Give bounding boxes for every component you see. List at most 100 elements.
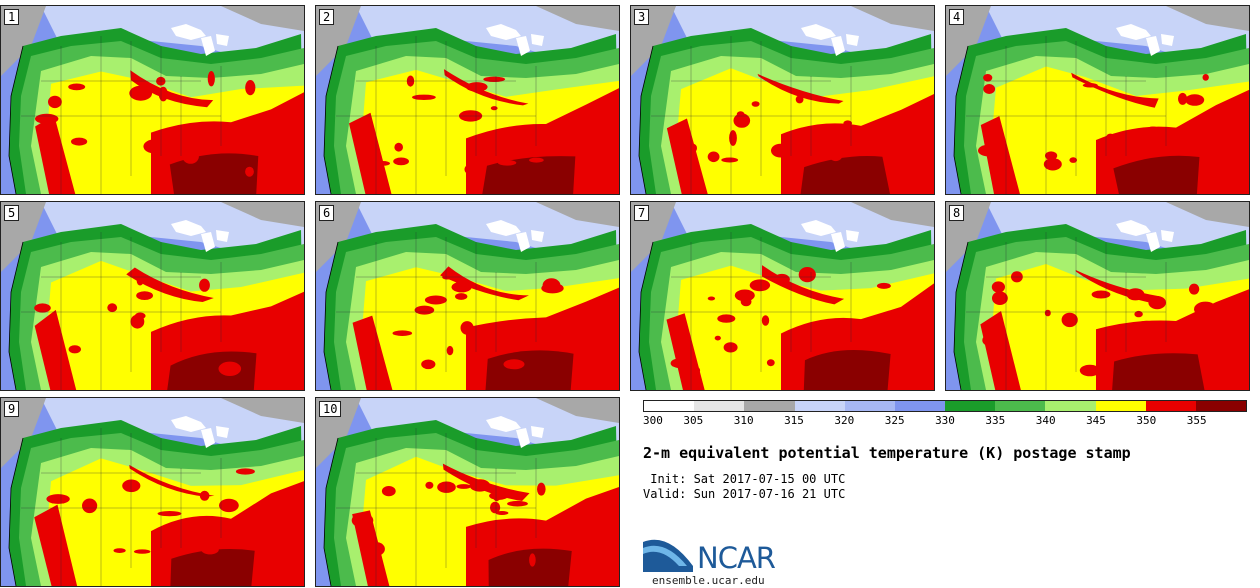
member-number-label: 5 (4, 205, 20, 221)
red-patch (686, 366, 701, 375)
red-patch (442, 275, 452, 280)
ensemble-member-panel: 10 (315, 397, 620, 587)
red-patch (1202, 74, 1209, 81)
colorbar-tick-label: 325 (884, 414, 905, 427)
canada-region (41, 202, 304, 257)
northeast-canada-terrain (851, 6, 934, 31)
northeast-canada-terrain (221, 202, 304, 227)
great-lake-michigan (1146, 36, 1160, 56)
great-lake-superior (801, 220, 836, 236)
member-number-label: 1 (4, 9, 20, 25)
coastline (638, 241, 654, 390)
coastline (323, 45, 339, 194)
red-patch (717, 314, 736, 323)
red-patch (689, 143, 697, 153)
red-patch (489, 491, 509, 500)
canada-region (41, 398, 304, 453)
great-lake-huron (531, 426, 544, 438)
coastline (953, 241, 969, 390)
land-darkred-gulf (1113, 155, 1200, 194)
red-patch (1136, 320, 1156, 333)
northeast-canada-terrain (851, 202, 934, 227)
northeast-canada-terrain (536, 398, 619, 423)
red-patch (843, 120, 852, 126)
colorbar-segment (1045, 401, 1096, 411)
red-patch (721, 157, 739, 163)
red-patch (991, 281, 1005, 293)
page-title: 2-m equivalent potential temperature (K)… (643, 444, 1131, 462)
red-patch (829, 150, 843, 162)
member-number-label: 3 (634, 9, 650, 25)
member-number-label: 2 (319, 9, 335, 25)
red-patch (392, 330, 413, 336)
red-patch (983, 74, 993, 82)
colorbar-segment (995, 401, 1046, 411)
ensemble-member-panel: 8 (945, 201, 1250, 391)
red-patch (207, 71, 215, 87)
land-darkred-gulf (167, 351, 257, 390)
red-patch (197, 333, 214, 339)
red-patch (425, 481, 434, 489)
red-patch (46, 494, 70, 504)
colorbar-segment (894, 401, 946, 411)
canada-region (986, 6, 1249, 61)
great-lake-michigan (516, 36, 530, 56)
red-patch (749, 279, 771, 292)
colorbar-tick-label: 355 (1186, 414, 1207, 427)
red-patch (1148, 296, 1166, 310)
great-lake-michigan (831, 36, 845, 56)
red-patch (507, 500, 528, 507)
land-darkred-gulf (800, 155, 891, 194)
red-patch (1043, 158, 1062, 171)
great-lake-huron (216, 34, 229, 46)
red-patch (734, 289, 755, 302)
great-lake-michigan (1146, 232, 1160, 252)
great-lake-superior (486, 24, 521, 40)
red-patch (1196, 134, 1207, 142)
northeast-canada-terrain (221, 6, 304, 31)
red-patch (978, 144, 1000, 157)
red-patch (795, 95, 804, 104)
colorbar-tick-label: 310 (733, 414, 754, 427)
coastline (323, 241, 339, 390)
red-patch (876, 282, 891, 289)
red-patch (490, 106, 498, 111)
red-patch (464, 164, 477, 175)
northeast-canada-terrain (536, 202, 619, 227)
colorbar-tick-label: 350 (1136, 414, 1157, 427)
red-patch (455, 293, 468, 300)
red-patch (157, 511, 182, 517)
great-lake-michigan (516, 428, 530, 448)
red-patch (134, 549, 151, 554)
red-patch (773, 273, 790, 285)
land-darkred-gulf (485, 350, 574, 390)
red-patch (548, 322, 570, 334)
colorbar-tick-label: 300 (643, 414, 663, 427)
red-patch (982, 334, 999, 347)
great-lake-huron (216, 426, 229, 438)
red-patch (367, 542, 385, 556)
member-number-label: 4 (949, 9, 965, 25)
colorbar-tick-label: 340 (1035, 414, 1056, 427)
red-band (440, 266, 529, 301)
colorbar-segment (1195, 401, 1247, 411)
red-patch (220, 523, 237, 535)
red-patch (129, 85, 153, 101)
great-lake-michigan (516, 232, 530, 252)
red-patch (424, 295, 447, 305)
red-patch (1134, 310, 1143, 318)
great-lake-michigan (201, 232, 215, 252)
red-band (1071, 72, 1159, 108)
canada-region (986, 202, 1249, 257)
great-lake-huron (216, 230, 229, 242)
northeast-canada-terrain (536, 6, 619, 31)
red-patch (490, 501, 501, 514)
red-patch (1044, 309, 1051, 317)
red-patch (170, 135, 193, 143)
colorbar-segment (945, 401, 996, 411)
land-red-southwest (349, 112, 392, 194)
red-patch (182, 148, 199, 164)
colorbar-segment (1145, 401, 1196, 411)
red-patch (451, 281, 472, 293)
red-patch (497, 160, 517, 166)
